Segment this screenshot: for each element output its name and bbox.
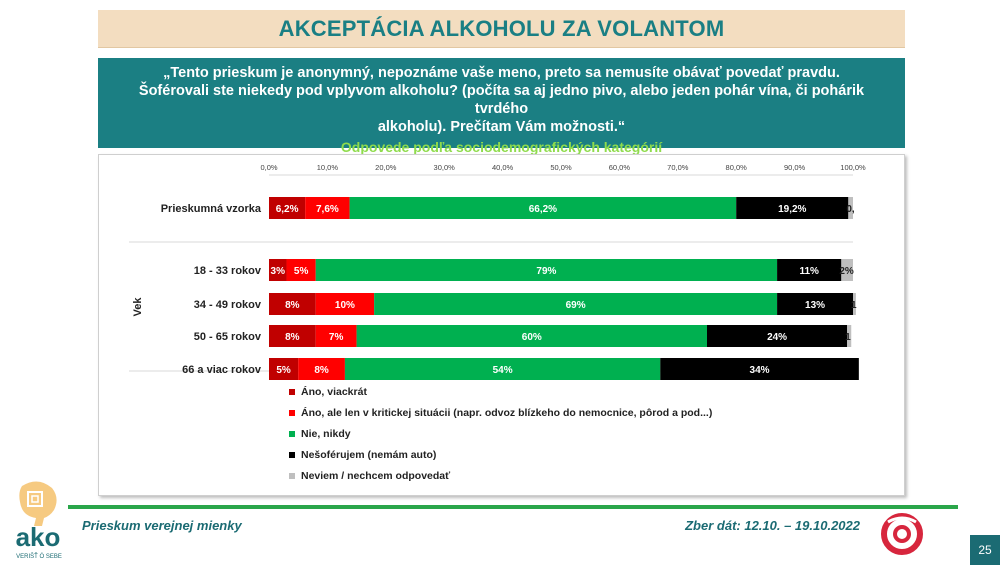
legend-label: Nie, nikdy <box>301 428 351 440</box>
data-label: 8% <box>285 300 300 311</box>
x-tick-label: 50,0% <box>550 163 572 172</box>
x-tick-label: 70,0% <box>667 163 689 172</box>
data-label: 8% <box>314 365 329 376</box>
stacked-bar-chart: 0,0% 10,0% 20,0% 30,0% 40,0% 50,0% 60,0% 70,0% 8… <box>129 163 866 482</box>
data-label: 10% <box>335 300 355 311</box>
bar-segment <box>777 293 853 315</box>
bar-segment <box>269 358 299 380</box>
question-line-3: alkoholu). Prečítam Vám možnosti.“ <box>377 119 626 135</box>
legend-swatch <box>289 389 295 395</box>
category-label: 18 - 33 rokov <box>194 265 262 277</box>
bar-segment <box>269 325 316 347</box>
page-title: AKCEPTÁCIA ALKOHOLU ZA VOLANTOM <box>278 15 725 41</box>
bar-segment <box>269 197 306 219</box>
x-tick-label: 30,0% <box>434 163 456 172</box>
group-label-vek: Vek <box>132 297 144 317</box>
x-tick-label: 10,0% <box>317 163 339 172</box>
legend-label: Neviem / nechcem odpovedať <box>301 470 451 482</box>
bar-segment <box>344 358 661 380</box>
bar-segment <box>349 197 737 219</box>
question-subtitle: Odpovede podľa sociodemografických kateg… <box>340 139 663 155</box>
data-label: 69% <box>566 300 586 311</box>
bar-segment <box>847 325 852 347</box>
data-label: 19,2% <box>778 204 806 215</box>
data-label: 1 <box>845 332 851 343</box>
ako-logo-tagline: VERIŠŤ Ó SEBE <box>16 552 62 560</box>
data-label: 1 <box>851 300 857 311</box>
ako-logo: ako VERIŠŤ Ó SEBE <box>8 478 70 563</box>
legend-label: Áno, ale len v kritickej situácii (napr.… <box>301 406 712 419</box>
data-label: 7,6% <box>316 204 339 215</box>
radio-logo-icon <box>880 512 924 556</box>
bar-segment <box>707 325 848 347</box>
legend-label: Áno, viackrát <box>301 385 367 398</box>
x-tick-label: 100,0% <box>840 163 866 172</box>
legend-swatch <box>289 473 295 479</box>
bar-segment <box>315 259 778 281</box>
x-tick-label: 20,0% <box>375 163 397 172</box>
question-line-1: „Tento prieskum je anonymný, nepoznáme v… <box>163 65 840 81</box>
legend-swatch <box>289 431 295 437</box>
data-label: 54% <box>493 365 513 376</box>
data-label: 5% <box>276 365 291 376</box>
x-tick-label: 90,0% <box>784 163 806 172</box>
footer-survey-label: Prieskum verejnej mienky <box>82 518 242 533</box>
bar-segment <box>286 259 316 281</box>
chart-panel: 0,0% 10,0% 20,0% 30,0% 40,0% 50,0% 60,0% 70,0% 8… <box>98 154 905 496</box>
bar-segment <box>356 325 707 347</box>
legend-label: Nešoférujem (nemám auto) <box>301 449 436 461</box>
x-tick-label: 80,0% <box>726 163 748 172</box>
data-label: 6,2% <box>276 204 299 215</box>
bar-segment <box>315 325 357 347</box>
data-label: 79% <box>536 266 556 277</box>
x-tick-label: 60,0% <box>609 163 631 172</box>
footer-divider <box>68 505 958 509</box>
page-number: 25 <box>970 535 1000 565</box>
data-label: 3% <box>271 266 286 277</box>
data-label: 66,2% <box>529 204 557 215</box>
data-label: 13% <box>805 300 825 311</box>
question-line-2: Šoférovali ste niekedy pod vplyvom alkoh… <box>138 83 865 117</box>
data-label: 60% <box>522 332 542 343</box>
bar-segment <box>777 259 842 281</box>
bar-segment <box>374 293 778 315</box>
category-label: 50 - 65 rokov <box>194 331 262 343</box>
category-label: 34 - 49 rokov <box>194 299 262 311</box>
data-label: 24% <box>767 332 787 343</box>
data-label: 2% <box>839 266 854 277</box>
x-tick-label: 0,0% <box>260 163 277 172</box>
bar-segment <box>848 197 853 219</box>
bar-segment <box>660 358 859 380</box>
bar-segment <box>269 293 316 315</box>
data-label: 7% <box>329 332 344 343</box>
bar-segment <box>841 259 853 281</box>
bar-segment <box>269 259 287 281</box>
data-label: 8% <box>285 332 300 343</box>
x-tick-label: 40,0% <box>492 163 514 172</box>
bar-segment <box>298 358 345 380</box>
title-bar: AKCEPTÁCIA ALKOHOLU ZA VOLANTOM <box>98 10 905 48</box>
data-label: 34% <box>750 365 770 376</box>
category-label: Prieskumná vzorka <box>161 203 262 215</box>
legend-swatch <box>289 452 295 458</box>
legend-swatch <box>289 410 295 416</box>
category-label: 66 a viac rokov <box>182 364 262 376</box>
ako-logo-text: ako <box>16 522 61 552</box>
bar-segment <box>315 293 375 315</box>
bar-segment <box>305 197 350 219</box>
bar-segment <box>736 197 849 219</box>
data-label: 5% <box>294 266 309 277</box>
data-label: 0, <box>846 204 855 215</box>
data-label: 11% <box>799 266 819 277</box>
bar-segment <box>853 293 856 315</box>
footer-date-range: Zber dát: 12.10. – 19.10.2022 <box>685 518 860 533</box>
question-box: „Tento prieskum je anonymný, nepoznáme v… <box>98 58 905 155</box>
